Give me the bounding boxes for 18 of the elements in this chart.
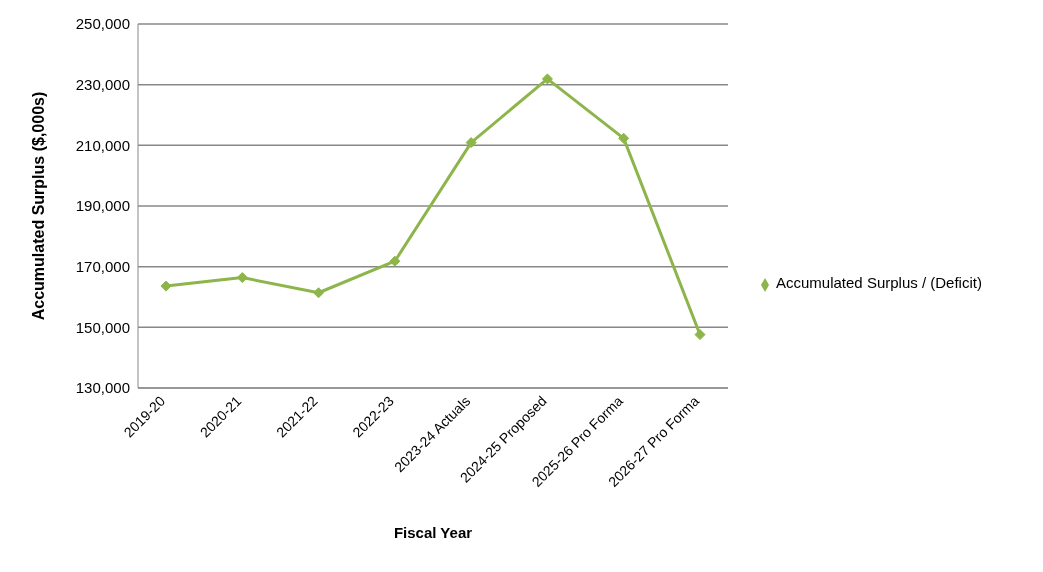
- y-axis-title: Accumulated Surplus ($,000s): [29, 91, 47, 321]
- x-axis-title: Fiscal Year: [393, 524, 473, 541]
- point: [465, 137, 477, 149]
- point: [389, 255, 401, 267]
- y-tick-label: 190,000: [75, 197, 130, 215]
- y-tick-label: 250,000: [75, 15, 130, 33]
- y-tick-label: 210,000: [75, 136, 130, 154]
- y-tick-label: 150,000: [75, 318, 130, 336]
- y-tick-label: 230,000: [75, 75, 130, 93]
- point: [313, 287, 325, 299]
- y-tick-label: 170,000: [75, 257, 130, 275]
- point: [160, 280, 172, 292]
- y-tick-label: 130,000: [75, 379, 130, 397]
- point: [618, 132, 630, 144]
- point: [541, 73, 553, 85]
- legend-label: Accumulated Surplus / (Deficit): [776, 274, 982, 292]
- point: [694, 329, 706, 341]
- point: [236, 272, 248, 284]
